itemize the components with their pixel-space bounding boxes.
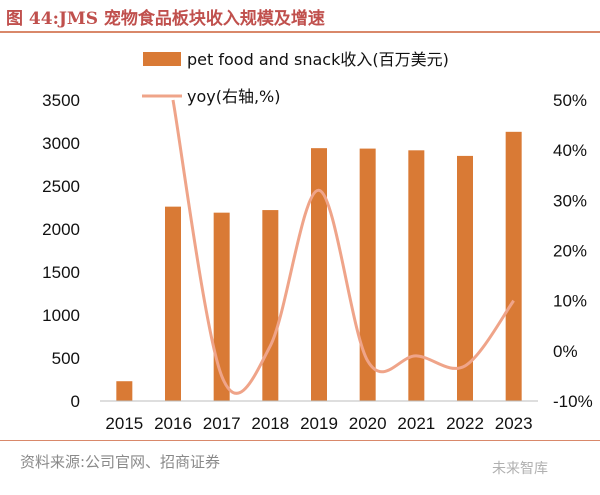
legend-label-revenue: pet food and snack收入(百万美元) [187, 50, 449, 69]
y-tick-label: 1000 [42, 306, 80, 325]
legend-swatch-revenue [143, 52, 181, 66]
y-tick-label: 3500 [42, 91, 80, 110]
x-tick-label: 2017 [203, 414, 241, 433]
x-tick-label: 2022 [446, 414, 484, 433]
y2-tick-label: 50% [553, 91, 587, 110]
bar-2019 [311, 148, 327, 401]
y2-tick-label: 30% [553, 191, 587, 210]
bar-2023 [505, 131, 522, 401]
x-tick-label: 2018 [251, 414, 289, 433]
bar-2016 [165, 206, 181, 401]
x-tick-label: 2016 [154, 414, 192, 433]
y-tick-label: 500 [52, 349, 80, 368]
watermark: 未来智库 [492, 461, 548, 477]
revenue-chart: 0 500 1000 1500 2000 2500 3000 3500 -10% 0% 10% 20%… [42, 50, 593, 433]
source-note: 资料来源:公司官网、招商证券 [20, 453, 221, 471]
bar-2015 [116, 381, 133, 401]
title-divider [0, 31, 600, 33]
legend-label-yoy: yoy(右轴,%) [187, 87, 281, 106]
y2-tick-label: -10% [553, 392, 593, 411]
y2-tick-label: 0% [553, 342, 578, 361]
x-tick-label: 2019 [300, 414, 338, 433]
y-tick-label: 2500 [42, 177, 80, 196]
y-tick-label: 3000 [42, 134, 80, 153]
chart-title: 图 44:JMS 宠物食品板块收入规模及增速 [6, 9, 325, 29]
x-tick-label: 2015 [105, 414, 143, 433]
bar-2022 [457, 155, 473, 401]
y-tick-label: 1500 [42, 263, 80, 282]
bar-2021 [408, 150, 425, 401]
x-tick-label: 2023 [495, 414, 533, 433]
x-tick-label: 2021 [397, 414, 435, 433]
yoy-line [171, 99, 515, 395]
y2-tick-label: 40% [553, 141, 587, 160]
y2-tick-label: 20% [553, 242, 587, 261]
y-tick-label: 0 [71, 392, 80, 411]
footer-divider [0, 440, 600, 441]
x-tick-label: 2020 [349, 414, 387, 433]
y-tick-label: 2000 [42, 220, 80, 239]
bar-2018 [262, 210, 279, 401]
bar-2017 [213, 212, 230, 401]
bar-2020 [359, 148, 376, 401]
y2-tick-label: 10% [553, 292, 587, 311]
